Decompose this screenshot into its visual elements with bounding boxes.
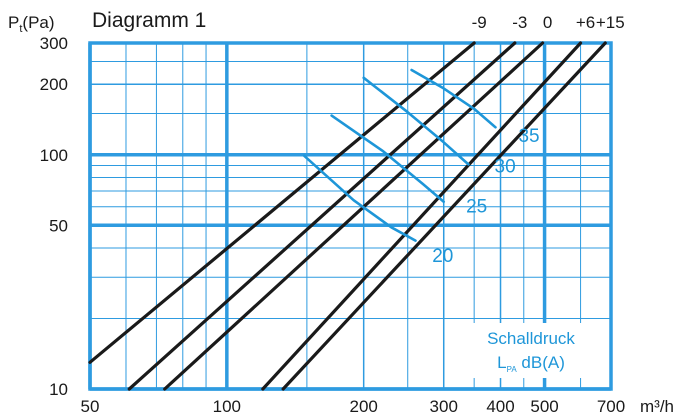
y-tick-labels: 10 50 100 200 300 (40, 34, 68, 399)
series-line-1 (127, 41, 517, 391)
annotation-line2-main: L (497, 353, 506, 372)
series-labels: -9 -3 0 +6 +15 (472, 13, 625, 32)
chart-title: Diagramm 1 (92, 9, 206, 32)
y-tick-label-0: 10 (49, 380, 68, 399)
curve-0 (302, 154, 417, 242)
y-axis-label-main: P (8, 13, 19, 32)
sound-curves (302, 68, 497, 242)
series-label-4: +15 (596, 13, 625, 32)
x-tick-label-2: 200 (349, 397, 377, 416)
curve-label-1: 25 (466, 197, 487, 218)
y-tick-label-2: 100 (40, 146, 68, 165)
x-tick-label-5: 500 (530, 397, 558, 416)
plot-frame (88, 41, 613, 391)
series-line-3 (261, 41, 583, 391)
y-axis-label: Pt(Pa) (8, 13, 55, 35)
y-tick-label-4: 300 (40, 34, 68, 53)
series-label-0: -9 (472, 13, 487, 32)
series-line-0 (88, 41, 476, 364)
y-tick-label-1: 50 (49, 216, 68, 235)
annotation-line2-sub: PA (507, 365, 518, 374)
curve-label-0: 20 (432, 246, 453, 267)
annotation-line1: Schalldruck (487, 329, 575, 348)
series-label-2: 0 (543, 13, 552, 32)
x-tick-label-6: 700 (597, 397, 625, 416)
x-tick-labels: 50 100 200 300 400 500 700 (81, 397, 626, 416)
y-axis-label-sub: t (19, 23, 22, 35)
x-tick-label-4: 400 (486, 397, 514, 416)
series-line-2 (163, 41, 545, 391)
curve-3 (410, 68, 497, 129)
curve-label-2: 30 (495, 157, 516, 178)
curve-label-3: 35 (518, 126, 539, 147)
annotation-line2: LPA dB(A) (497, 353, 565, 374)
x-tick-label-1: 100 (213, 397, 241, 416)
curve-2 (362, 76, 470, 166)
series-label-1: -3 (512, 13, 527, 32)
series-line-4 (281, 41, 607, 391)
y-tick-label-3: 200 (40, 75, 68, 94)
y-axis-label-unit: (Pa) (22, 13, 54, 32)
annotation-background (468, 323, 600, 378)
x-axis-label: m³/h (640, 397, 674, 416)
annotation: Schalldruck LPA dB(A) (468, 323, 600, 378)
series-label-3: +6 (576, 13, 595, 32)
annotation-line2-rest: dB(A) (517, 353, 565, 372)
series-lines (88, 41, 607, 391)
x-tick-label-0: 50 (81, 397, 100, 416)
x-tick-label-3: 300 (430, 397, 458, 416)
curve-1 (330, 114, 446, 204)
